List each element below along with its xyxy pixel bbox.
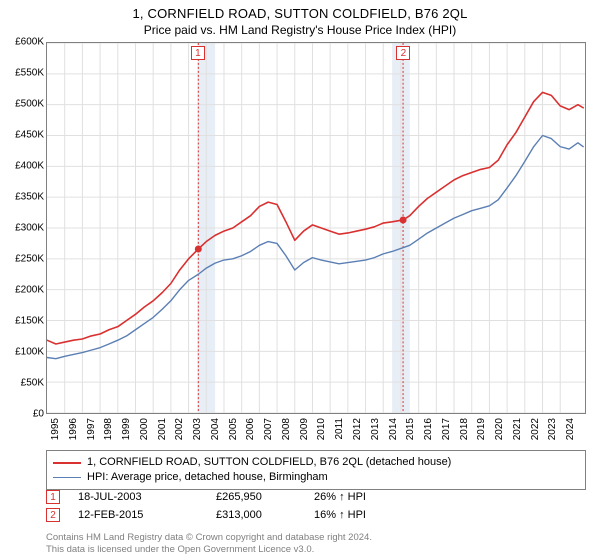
plot-marker-number: 2 [396,46,410,60]
legend-swatch [53,462,81,464]
marker-date: 18-JUL-2003 [78,491,198,503]
x-tick-label: 2011 [334,418,345,440]
legend-item: 1, CORNFIELD ROAD, SUTTON COLDFIELD, B76… [53,455,579,470]
x-tick-label: 2014 [388,418,399,440]
x-tick-label: 2018 [459,418,470,440]
y-tick-label: £200K [15,285,44,296]
chart-svg [47,43,585,413]
legend: 1, CORNFIELD ROAD, SUTTON COLDFIELD, B76… [46,450,586,490]
x-tick-label: 2004 [210,418,221,440]
marker-price: £265,950 [216,491,296,503]
marker-number-box: 2 [46,508,60,522]
x-tick-label: 2007 [263,418,274,440]
x-tick-label: 2008 [281,418,292,440]
x-tick-label: 2010 [316,418,327,440]
legend-label: 1, CORNFIELD ROAD, SUTTON COLDFIELD, B76… [87,455,451,470]
x-tick-label: 2023 [547,418,558,440]
footer-line-2: This data is licensed under the Open Gov… [46,544,372,556]
x-tick-label: 2002 [174,418,185,440]
x-tick-label: 2016 [423,418,434,440]
x-tick-label: 1999 [121,418,132,440]
y-tick-label: £400K [15,161,44,172]
footer: Contains HM Land Registry data © Crown c… [46,532,372,556]
y-tick-label: £0 [33,409,44,420]
y-tick-label: £100K [15,347,44,358]
y-tick-label: £450K [15,130,44,141]
x-tick-label: 2020 [494,418,505,440]
y-tick-label: £250K [15,254,44,265]
x-tick-label: 1997 [86,418,97,440]
y-tick-label: £150K [15,316,44,327]
marker-number-box: 1 [46,490,60,504]
marker-table: 1 18-JUL-2003 £265,950 26% ↑ HPI 2 12-FEB-201… [46,490,404,526]
legend-label: HPI: Average price, detached house, Birm… [87,470,328,485]
x-tick-label: 2003 [192,418,203,440]
footer-line-1: Contains HM Land Registry data © Crown c… [46,532,372,544]
marker-table-row: 1 18-JUL-2003 £265,950 26% ↑ HPI [46,490,404,504]
x-tick-label: 2021 [512,418,523,440]
marker-pct: 16% ↑ HPI [314,509,404,521]
x-tick-label: 2024 [565,418,576,440]
x-tick-label: 2006 [245,418,256,440]
chart-titles: 1, CORNFIELD ROAD, SUTTON COLDFIELD, B76… [0,0,600,37]
marker-pct: 26% ↑ HPI [314,491,404,503]
x-tick-label: 2019 [476,418,487,440]
x-tick-label: 2017 [441,418,452,440]
plot-marker-number: 1 [191,46,205,60]
y-tick-label: £300K [15,223,44,234]
title-main: 1, CORNFIELD ROAD, SUTTON COLDFIELD, B76… [0,6,600,21]
x-tick-label: 2022 [530,418,541,440]
legend-item: HPI: Average price, detached house, Birm… [53,470,579,485]
y-tick-label: £50K [21,378,44,389]
y-tick-label: £350K [15,192,44,203]
x-tick-label: 2013 [370,418,381,440]
x-tick-label: 2000 [139,418,150,440]
y-tick-label: £600K [15,37,44,48]
x-tick-label: 2015 [405,418,416,440]
y-tick-label: £550K [15,68,44,79]
title-sub: Price paid vs. HM Land Registry's House … [0,23,600,37]
x-tick-label: 1998 [103,418,114,440]
x-tick-label: 1996 [68,418,79,440]
x-tick-label: 2001 [157,418,168,440]
marker-price: £313,000 [216,509,296,521]
x-tick-label: 1995 [50,418,61,440]
x-tick-label: 2009 [299,418,310,440]
y-tick-label: £500K [15,99,44,110]
marker-date: 12-FEB-2015 [78,509,198,521]
legend-swatch [53,477,81,478]
chart-plot-area [46,42,586,414]
x-tick-label: 2005 [228,418,239,440]
x-tick-label: 2012 [352,418,363,440]
marker-table-row: 2 12-FEB-2015 £313,000 16% ↑ HPI [46,508,404,522]
